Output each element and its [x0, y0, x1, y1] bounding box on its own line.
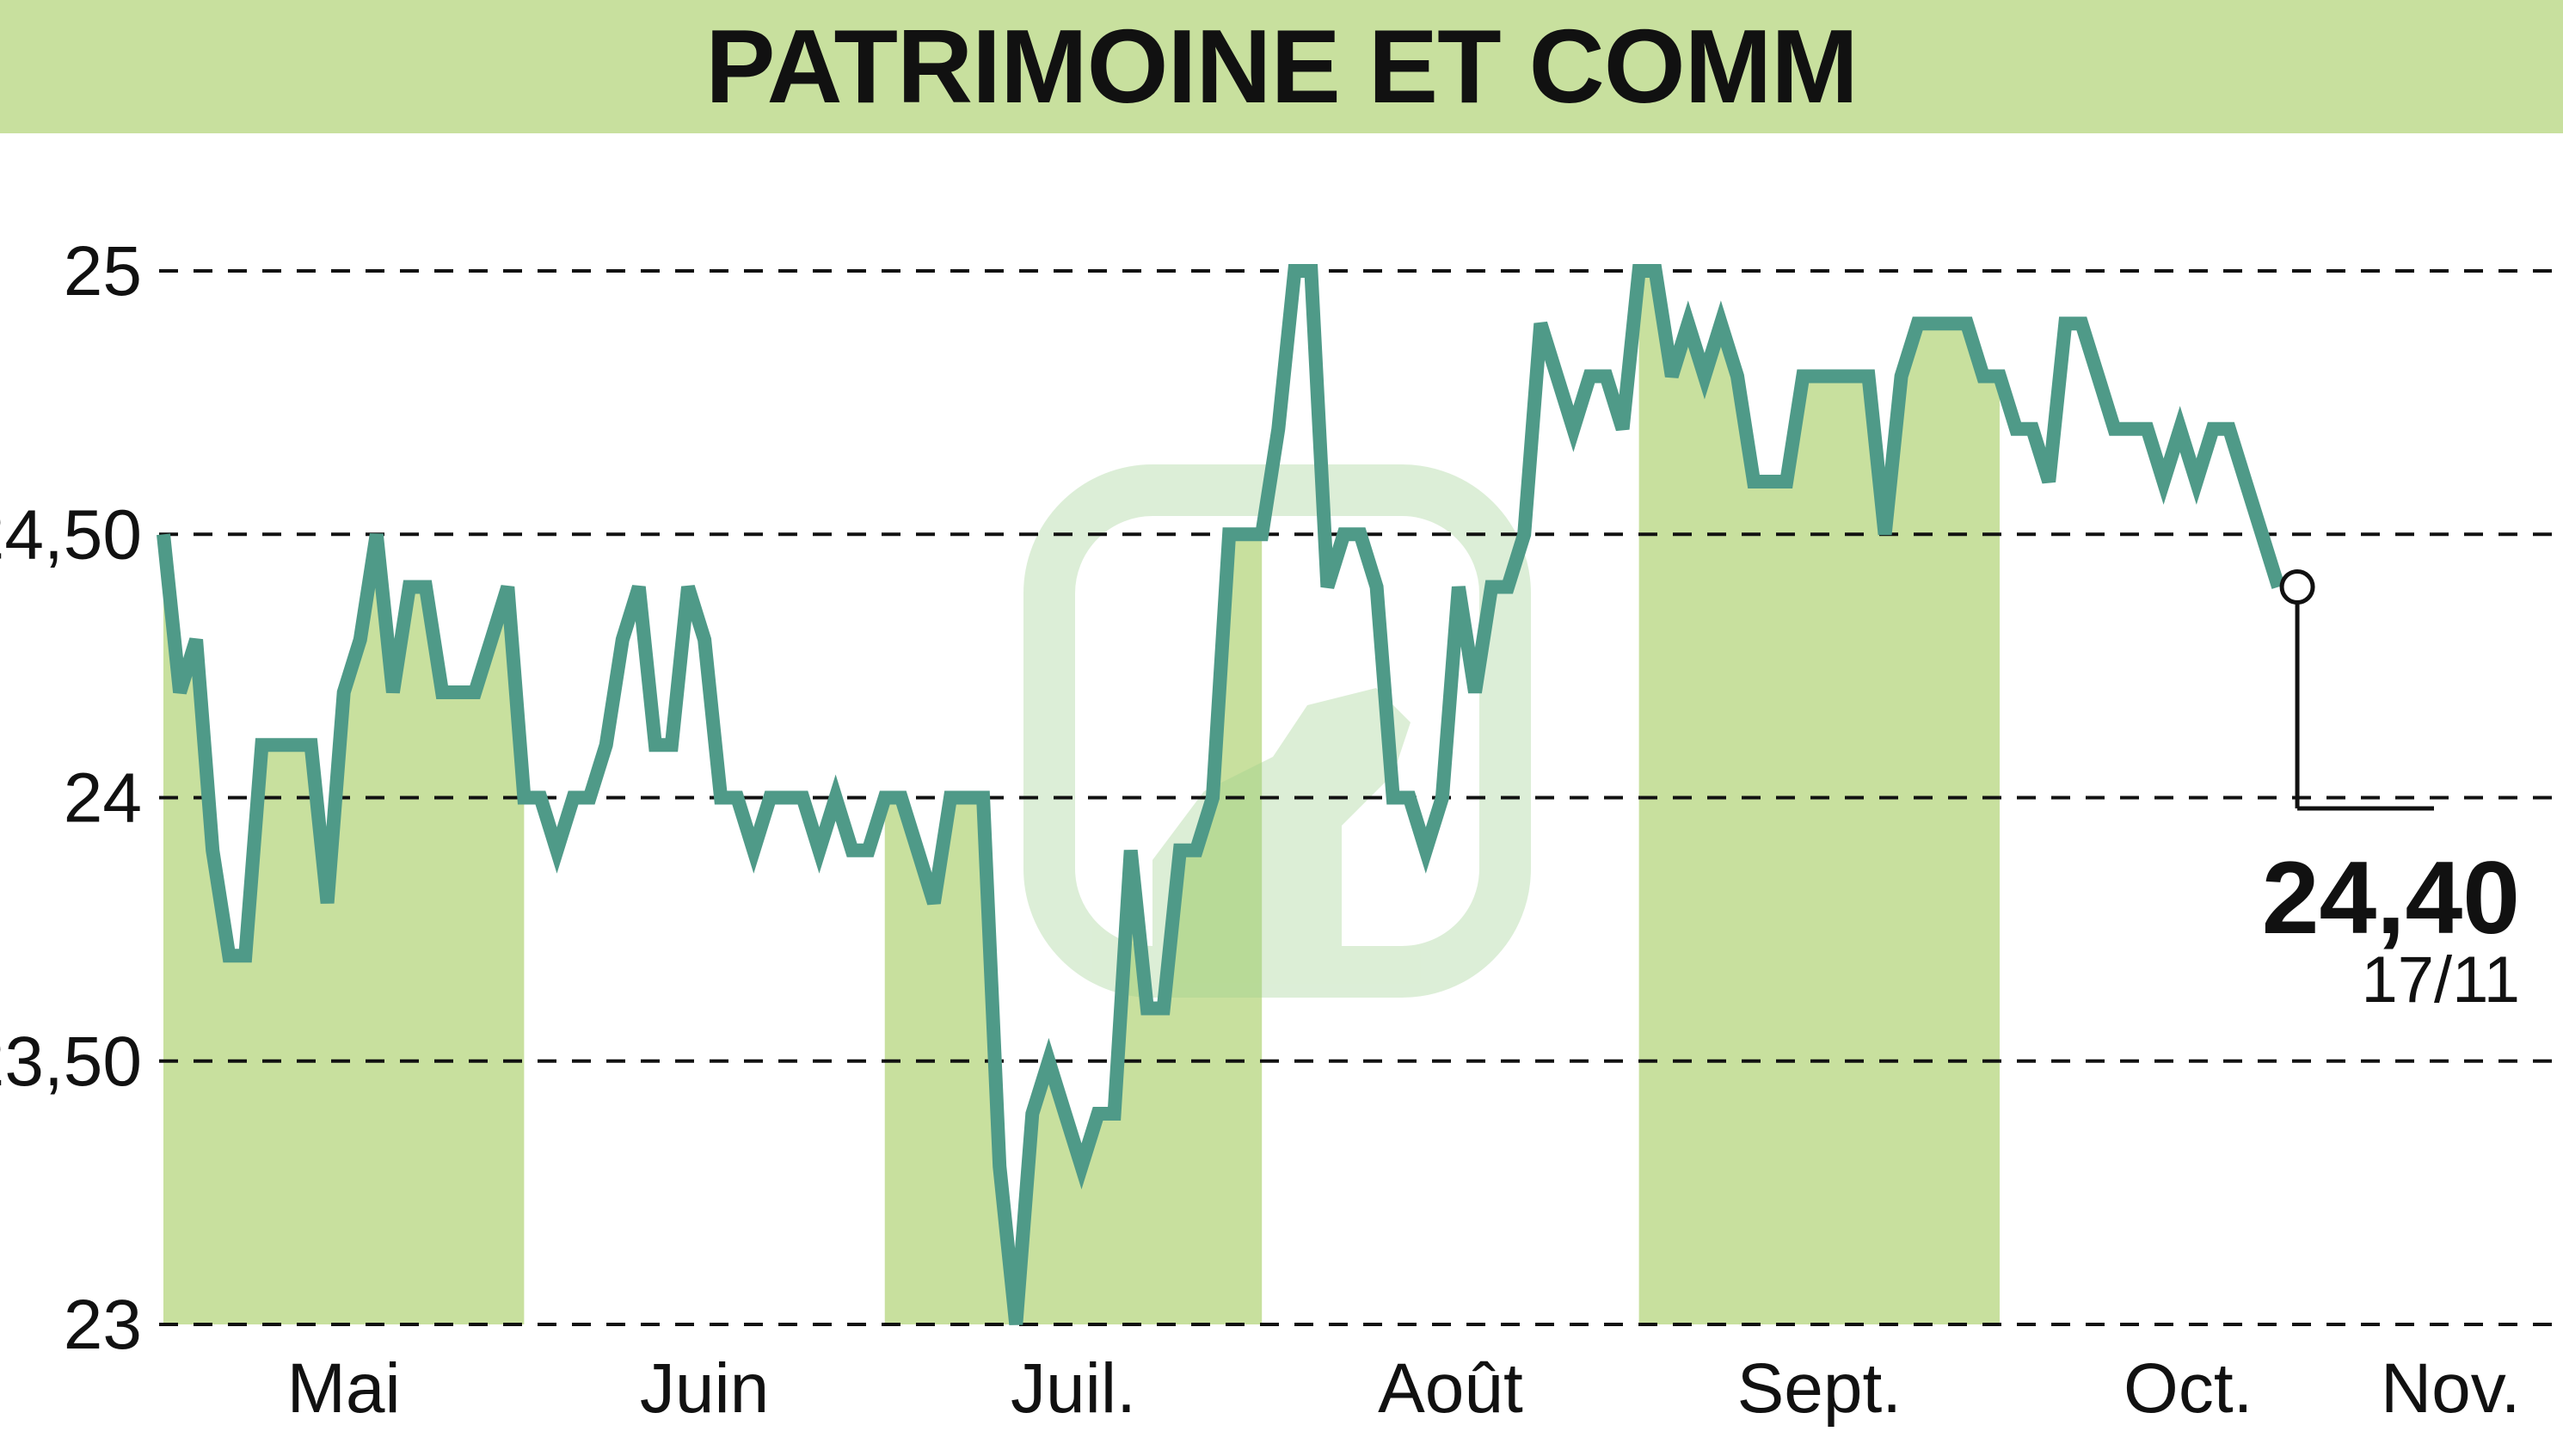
x-tick-label: Juil. [1011, 1349, 1136, 1428]
y-tick-label: 24 [64, 759, 142, 838]
last-value-marker [2279, 569, 2434, 811]
title-bar: PATRIMOINE ET COMM [0, 0, 2563, 133]
x-tick-label: Oct. [2124, 1349, 2253, 1428]
last-value-label: 24,40 [2262, 840, 2520, 955]
month-band-0 [163, 534, 525, 1324]
gridlines [159, 269, 2563, 1326]
last-point [2279, 569, 2315, 605]
last-date-label: 17/11 [2361, 943, 2520, 1017]
y-tick-label: 25 [64, 232, 142, 310]
x-tick-label: Nov. [2381, 1349, 2521, 1428]
price-line [157, 264, 2285, 1325]
y-axis-ticks: 25 24,50 24 23,50 23 [0, 232, 142, 1364]
chart-title: PATRIMOINE ET COMM [705, 8, 1859, 125]
x-tick-label: Mai [287, 1349, 401, 1428]
y-tick-label: 24,50 [0, 495, 142, 574]
x-tick-label: Août [1378, 1349, 1523, 1428]
y-tick-label: 23,50 [0, 1023, 142, 1101]
x-tick-label: Juin [640, 1349, 769, 1428]
y-tick-label: 23 [64, 1286, 142, 1364]
month-band-2 [884, 534, 1263, 1324]
x-tick-label: Sept. [1737, 1349, 1902, 1428]
logo-watermark [1023, 464, 1531, 998]
x-axis-ticks: Mai Juin Juil. Août Sept. Oct. Nov. [287, 1349, 2521, 1428]
